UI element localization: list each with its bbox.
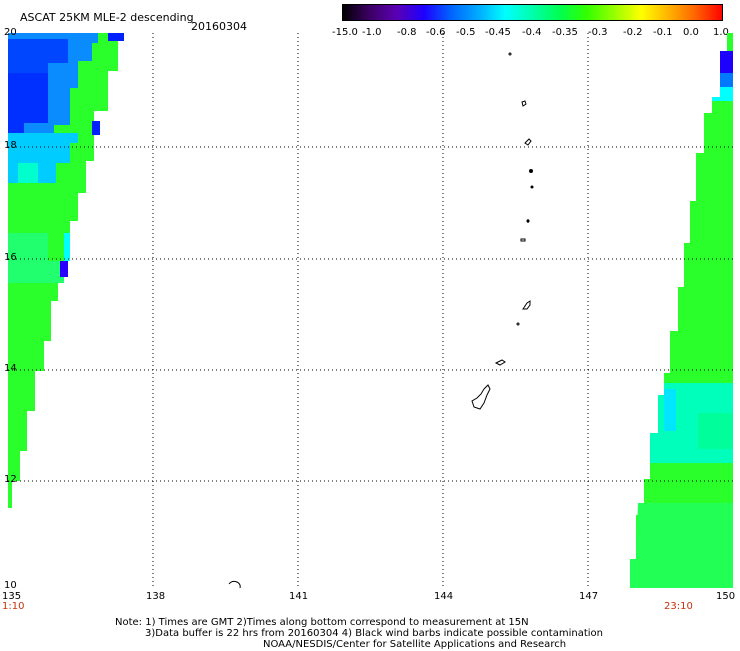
colorbar-label: -0.6 <box>426 27 446 38</box>
colorbar-label: -0.2 <box>623 27 643 38</box>
lat-label: 18 <box>4 140 17 151</box>
lon-label: 150 <box>716 591 736 602</box>
footer-note-2: 3)Data buffer is 22 hrs from 20160304 4)… <box>145 628 603 639</box>
colorbar-label: -0.45 <box>485 27 511 38</box>
island-outlines <box>228 52 534 588</box>
lat-label: 14 <box>4 363 17 374</box>
colorbar-gradient <box>342 4 723 21</box>
colorbar <box>342 4 723 21</box>
colorbar-label: -15.0 <box>332 27 358 38</box>
colorbar-label: -0.8 <box>397 27 417 38</box>
lat-label: 16 <box>4 252 17 263</box>
end-time: 23:10 <box>664 601 693 612</box>
colorbar-label: -0.35 <box>552 27 578 38</box>
lon-label: 138 <box>146 591 166 602</box>
colorbar-label: 1.0 <box>713 27 729 38</box>
colorbar-label: -0.5 <box>456 27 476 38</box>
start-time: 1:10 <box>2 601 25 612</box>
product-title: ASCAT 25KM MLE-2 descending <box>20 11 194 24</box>
left-swath <box>8 33 124 508</box>
lon-label: 135 <box>2 591 22 602</box>
colorbar-label: -0.3 <box>588 27 608 38</box>
wind-map <box>8 33 733 588</box>
lat-label: 20 <box>4 27 17 38</box>
colorbar-label: -1.0 <box>362 27 382 38</box>
footer-note-1: Note: 1) Times are GMT 2)Times along bot… <box>115 617 529 628</box>
lat-label: 10 <box>4 580 17 591</box>
product-date: 20160304 <box>191 20 247 33</box>
lon-label: 141 <box>289 591 309 602</box>
colorbar-label: 0.0 <box>683 27 699 38</box>
lon-label: 147 <box>579 591 599 602</box>
lat-label: 12 <box>4 474 17 485</box>
colorbar-label: -0.4 <box>522 27 542 38</box>
colorbar-label: -0.1 <box>653 27 673 38</box>
lon-label: 144 <box>434 591 454 602</box>
right-swath <box>630 33 733 588</box>
graticule <box>8 33 733 588</box>
footer-credit: NOAA/NESDIS/Center for Satellite Applica… <box>263 639 567 650</box>
